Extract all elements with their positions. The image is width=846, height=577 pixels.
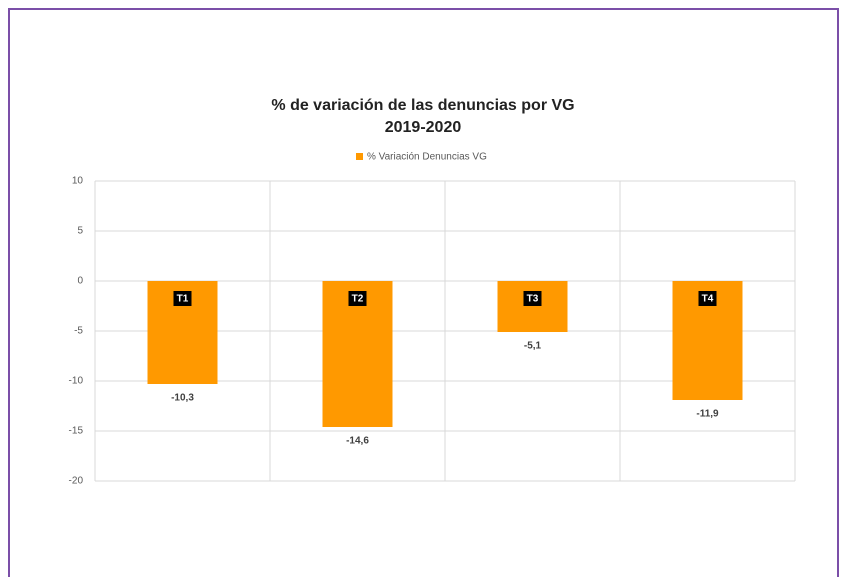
data-label: -11,9 xyxy=(696,409,719,420)
y-tick-label: -10 xyxy=(69,376,84,387)
y-tick-label: -20 xyxy=(69,476,84,487)
data-label: -14,6 xyxy=(346,436,369,447)
category-label-bg xyxy=(523,291,542,306)
category-label: T1 xyxy=(177,294,189,305)
chart-title: % de variación de las denuncias por VG xyxy=(271,97,574,114)
y-tick-label: -5 xyxy=(74,326,83,337)
frame xyxy=(8,8,839,577)
y-tick-label: 0 xyxy=(77,276,83,287)
y-tick-label: 5 xyxy=(77,226,83,237)
legend-swatch xyxy=(356,153,363,160)
data-label: -5,1 xyxy=(524,341,542,352)
category-label: T3 xyxy=(527,294,539,305)
y-tick-label: -15 xyxy=(69,426,84,437)
category-label-bg xyxy=(348,291,367,306)
bar xyxy=(497,281,568,332)
category-label: T4 xyxy=(702,294,714,305)
chart-subtitle: 2019-2020 xyxy=(385,119,462,136)
y-tick-label: 10 xyxy=(72,176,84,187)
legend-label: % Variación Denuncias VG xyxy=(367,152,487,163)
data-label: -10,3 xyxy=(171,393,194,404)
category-label-bg xyxy=(173,291,192,306)
category-label-bg xyxy=(698,291,717,306)
category-label: T2 xyxy=(352,294,364,305)
